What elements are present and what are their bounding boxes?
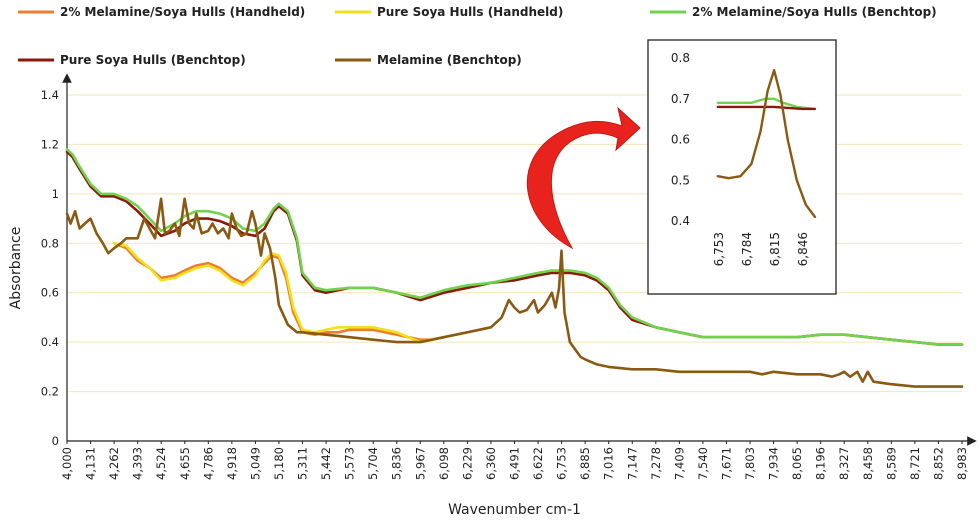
x-tick-label: 8,458 xyxy=(861,447,875,480)
x-tick-label: 6,622 xyxy=(531,447,545,480)
inset-series-line-2 xyxy=(716,68,817,219)
x-tick-label: 7,934 xyxy=(767,447,781,480)
inset-frame xyxy=(647,39,837,295)
legend-label: Melamine (Benchtop) xyxy=(377,53,522,67)
inset-y-tick-label: 0.4 xyxy=(671,214,690,228)
x-tick-label: 6,491 xyxy=(508,447,522,480)
x-tick-label: 5,704 xyxy=(366,447,380,480)
inset-x-tick-label: 6,815 xyxy=(768,232,782,266)
x-tick-label: 4,131 xyxy=(84,447,98,480)
x-tick-label: 4,524 xyxy=(154,447,168,480)
x-tick-label: 6,229 xyxy=(460,447,474,480)
legend-label: 2% Melamine/Soya Hulls (Benchtop) xyxy=(692,5,937,19)
x-tick-label: 4,000 xyxy=(60,447,74,480)
x-tick-label: 8,065 xyxy=(790,447,804,480)
series-line-2 xyxy=(65,148,964,346)
y-axis-title: Absorbance xyxy=(8,227,24,310)
callout-arrow xyxy=(526,106,641,250)
x-tick-label: 8,196 xyxy=(814,447,828,480)
series-line-1 xyxy=(112,242,446,344)
legend-label: Pure Soya Hulls (Handheld) xyxy=(377,5,563,19)
inset-series-line-1 xyxy=(716,105,817,111)
legend-label: 2% Melamine/Soya Hulls (Handheld) xyxy=(60,5,305,19)
x-tick-label: 4,262 xyxy=(107,447,121,480)
x-axis-title: Wavenumber cm-1 xyxy=(448,502,581,518)
x-tick-label: 7,278 xyxy=(649,447,663,480)
inset-y-tick-label: 0.6 xyxy=(671,133,690,147)
x-tick-label: 7,147 xyxy=(625,447,639,480)
x-tick-label: 6,885 xyxy=(578,447,592,480)
x-tick-label: 5,049 xyxy=(248,447,262,480)
series-line-4 xyxy=(65,197,964,388)
x-tick-label: 7,540 xyxy=(696,447,710,480)
y-tick-label: 1 xyxy=(52,187,59,201)
x-tick-label: 4,918 xyxy=(225,447,239,480)
x-tick-label: 8,327 xyxy=(837,447,851,480)
x-tick-label: 8,721 xyxy=(908,447,922,480)
inset-x-tick-label: 6,784 xyxy=(740,232,754,266)
x-tick-label: 7,803 xyxy=(743,447,757,480)
y-tick-label: 0 xyxy=(52,434,59,448)
y-tick-label: 1.2 xyxy=(41,137,59,151)
x-tick-label: 7,409 xyxy=(672,447,686,480)
x-tick-label: 5,311 xyxy=(296,447,310,480)
x-tick-label: 7,016 xyxy=(602,447,616,480)
x-tick-label: 5,836 xyxy=(390,447,404,480)
x-tick-label: 8,589 xyxy=(884,447,898,480)
x-tick-label: 6,360 xyxy=(484,447,498,480)
x-tick-label: 7,671 xyxy=(719,447,733,480)
inset-x-tick-label: 6,753 xyxy=(712,232,726,266)
inset-y-tick-label: 0.5 xyxy=(671,173,690,187)
x-tick-label: 8,852 xyxy=(931,447,945,480)
x-tick-label: 4,393 xyxy=(131,447,145,480)
y-tick-label: 0.8 xyxy=(41,236,59,250)
x-tick-label: 6,098 xyxy=(437,447,451,480)
inset-x-tick-label: 6,846 xyxy=(796,232,810,266)
x-tick-label: 5,573 xyxy=(343,447,357,480)
y-tick-label: 0.4 xyxy=(41,335,59,349)
x-tick-label: 4,655 xyxy=(178,447,192,480)
legend-label: Pure Soya Hulls (Benchtop) xyxy=(60,53,246,67)
inset-y-tick-label: 0.7 xyxy=(671,92,690,106)
inset-y-tick-label: 0.8 xyxy=(671,51,690,65)
x-tick-label: 6,753 xyxy=(555,447,569,480)
y-tick-label: 0.2 xyxy=(41,385,59,399)
x-tick-label: 5,442 xyxy=(319,447,333,480)
x-tick-label: 8,983 xyxy=(955,447,969,480)
y-tick-label: 1.4 xyxy=(41,88,59,102)
x-tick-label: 5,180 xyxy=(272,447,286,480)
x-tick-label: 5,967 xyxy=(413,447,427,480)
inset-series-line-0 xyxy=(716,97,817,111)
x-tick-label: 4,786 xyxy=(201,447,215,480)
y-tick-label: 0.6 xyxy=(41,286,59,300)
